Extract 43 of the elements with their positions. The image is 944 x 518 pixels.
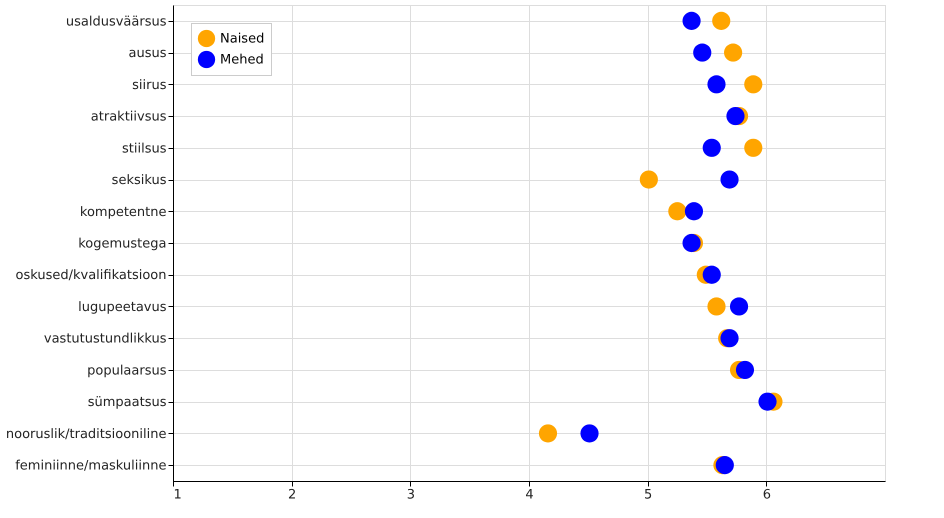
y-tick-label: siirus xyxy=(132,78,167,93)
point xyxy=(720,170,739,189)
y-tick-label: atraktiivsus xyxy=(90,110,167,125)
point xyxy=(580,424,599,442)
x-tick-label: 3 xyxy=(406,488,415,502)
point xyxy=(702,138,721,157)
point xyxy=(684,202,704,220)
y-tick-label: ausus xyxy=(128,46,167,62)
y-tick-label: sümpaatsus xyxy=(88,395,167,410)
y-tick-label: seksikus xyxy=(112,173,167,188)
y-tick-label: kompetentne xyxy=(80,204,166,220)
y-tick-label: vastutustundlikkus xyxy=(44,332,167,347)
y-tick-label: oskused/kvalifikatsioon xyxy=(16,268,166,284)
point xyxy=(693,44,712,62)
point xyxy=(726,107,745,126)
point xyxy=(730,297,748,316)
point xyxy=(736,360,754,379)
y-tick-label: usaldusväärsus xyxy=(66,14,167,30)
point xyxy=(724,44,742,62)
point xyxy=(538,424,558,442)
x-tick-label: 6 xyxy=(762,488,771,502)
point xyxy=(744,75,762,94)
point xyxy=(707,297,726,316)
x-tick-label: 2 xyxy=(288,488,296,502)
y-tick-label: stiilsus xyxy=(122,141,167,156)
legend-label: Naised xyxy=(220,32,264,46)
y-tick-label: populaarsus xyxy=(87,363,167,378)
point xyxy=(744,138,762,157)
x-tick-label: 5 xyxy=(644,488,652,502)
y-tick-label: feminiinne/maskuliinne xyxy=(15,458,166,474)
legend-label: Mehed xyxy=(220,52,264,68)
point xyxy=(682,12,701,30)
point xyxy=(702,266,721,284)
y-tick-label: nooruslik/traditsiooniline xyxy=(6,426,166,442)
x-tick-label: 4 xyxy=(525,488,534,502)
point xyxy=(712,12,730,30)
point xyxy=(707,75,726,94)
point xyxy=(668,202,686,220)
x-tick-label: 1 xyxy=(174,488,182,502)
point xyxy=(758,392,777,411)
y-tick-label: lugupeetavus xyxy=(78,300,167,315)
y-tick-label: kogemustega xyxy=(78,236,166,252)
point xyxy=(640,170,658,189)
